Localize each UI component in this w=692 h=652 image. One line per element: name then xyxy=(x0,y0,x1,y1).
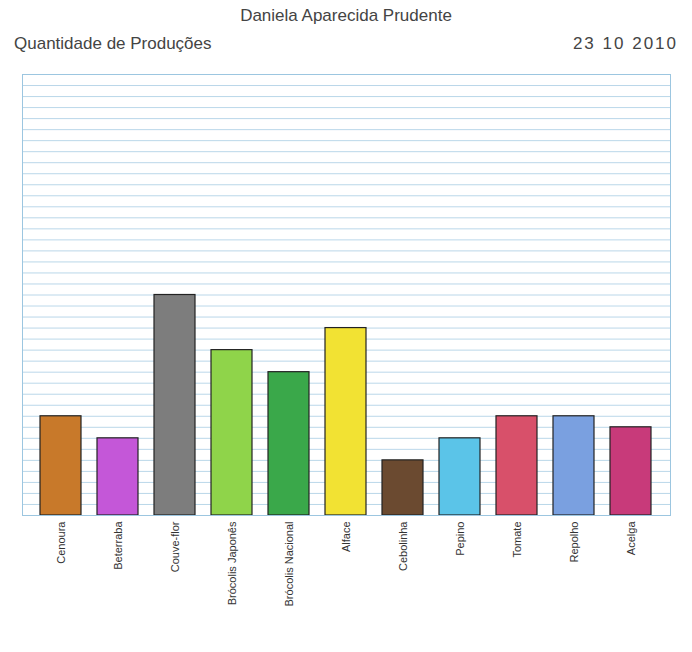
svg-text:Repolho: Repolho xyxy=(568,522,580,563)
svg-text:Alface: Alface xyxy=(340,522,352,553)
svg-text:Brócolis Japonês: Brócolis Japonês xyxy=(226,521,238,605)
svg-text:Pepino: Pepino xyxy=(454,522,466,556)
html-text:23 10 2010: 23 10 2010 xyxy=(572,34,678,53)
html-text:Daniela Aparecida Prudente: Daniela Aparecida Prudente xyxy=(240,6,452,25)
svg-text:Cenoura: Cenoura xyxy=(55,521,67,564)
svg-text:Cebolinha: Cebolinha xyxy=(397,521,409,571)
svg-text:Couve-flor: Couve-flor xyxy=(169,521,181,572)
html-text:Quantidade de Produções: Quantidade de Produções xyxy=(14,34,212,53)
svg-text:Brócolis Nacional: Brócolis Nacional xyxy=(283,522,295,607)
svg-text:Acelga: Acelga xyxy=(625,521,637,556)
svg-text:Beterraba: Beterraba xyxy=(112,521,124,570)
svg-text:Tomate: Tomate xyxy=(511,522,523,558)
